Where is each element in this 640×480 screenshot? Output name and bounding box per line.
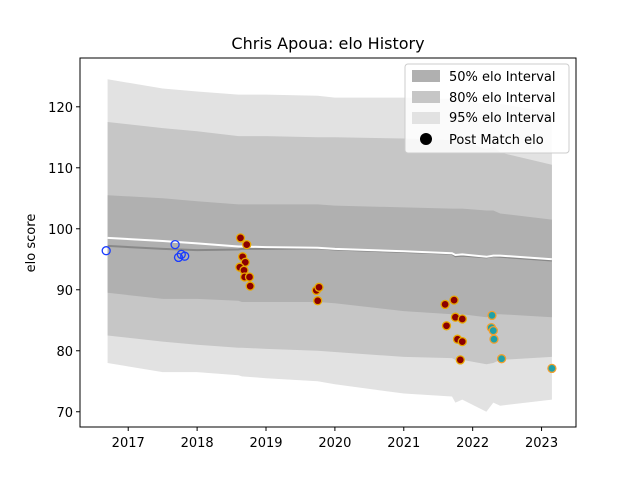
post-match-point [242,239,252,250]
post-match-points [101,233,557,374]
post-match-point [244,272,255,282]
post-match-point [487,310,497,321]
post-match-point [488,325,498,336]
y-tick-label: 90 [56,284,73,299]
legend-swatch-50 [412,70,440,82]
elo-interval-50-band [107,195,552,318]
x-axis: 2017 2018 2019 2020 2021 2022 2023 [112,427,558,451]
legend-label-post-match: Post Match elo [449,133,544,148]
y-tick-label: 80 [56,345,73,360]
x-tick-label: 2023 [525,436,558,451]
legend-swatch-95 [412,112,440,124]
y-axis-label: elo score [24,214,39,273]
legend-label-80: 80% elo Interval [449,91,556,106]
post-match-point [235,233,246,243]
x-tick-label: 2022 [456,436,489,451]
post-match-point [313,296,323,306]
x-tick-label: 2021 [387,436,420,451]
legend-label-95: 95% elo Interval [449,111,556,126]
x-tick-label: 2019 [249,436,282,451]
plot-area [101,79,557,412]
y-tick-label: 120 [48,101,73,116]
post-match-point [496,354,507,364]
post-match-point [245,281,255,291]
post-match-point [489,334,499,344]
post-match-point [457,336,467,347]
y-tick-label: 100 [48,223,73,238]
legend-swatch-80 [412,91,440,103]
post-match-point [455,355,465,365]
legend-box [404,63,570,154]
legend-marker-post-match [420,133,432,145]
post-match-point [101,246,111,256]
post-match-point [180,251,190,261]
post-match-point [173,252,184,263]
y-tick-label: 110 [48,162,73,177]
x-tick-label: 2020 [318,436,351,451]
post-match-point [547,363,557,374]
x-tick-label: 2018 [181,436,214,451]
post-match-point [449,295,459,305]
legend: 50% elo Interval 80% elo Interval 95% el… [404,63,570,154]
x-tick-label: 2017 [112,436,145,451]
post-match-point [440,299,450,310]
legend-label-50: 50% elo Interval [449,70,556,85]
plot-frame [79,57,577,428]
post-match-point [441,321,452,331]
mean-elo-line [107,236,552,261]
post-match-point [457,314,467,324]
post-match-point [170,239,180,250]
chart-title: Chris Apoua: elo History [231,34,424,53]
y-tick-label: 70 [56,406,73,421]
post-match-point [314,282,324,292]
y-axis: 70 80 90 100 110 120 [48,101,80,421]
